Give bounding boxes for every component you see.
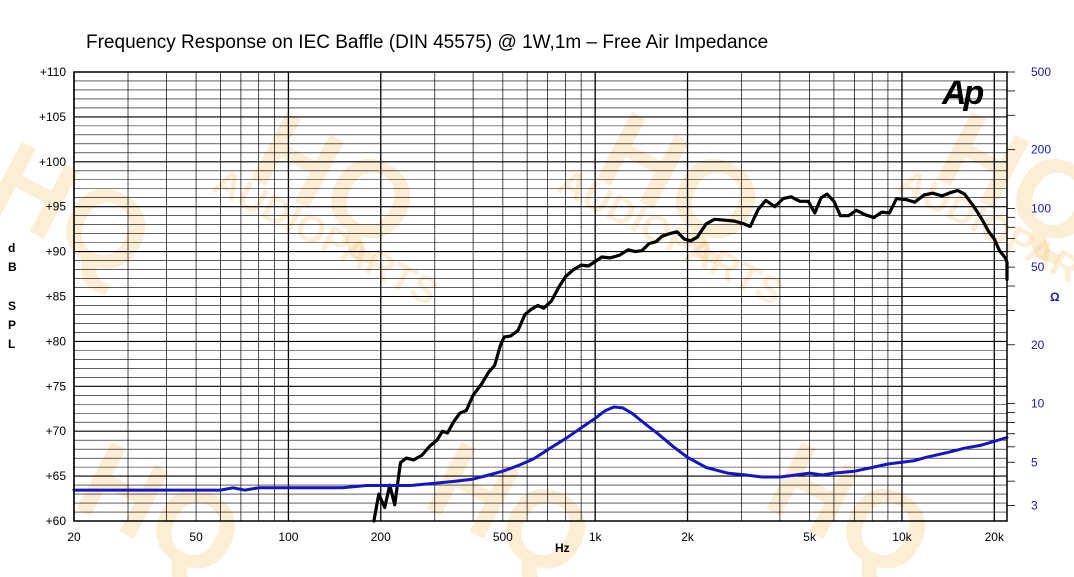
impedance-series-line bbox=[72, 405, 1009, 492]
y-axis-left-ticks: +110 +105 +100 +95 +90 +85 +80 +75 +70 +65 +60 bbox=[39, 65, 66, 528]
x-tick-label: 1k bbox=[589, 530, 603, 544]
x-tick-label: 50 bbox=[189, 530, 203, 544]
y-axis-right-ticks: 500 200 100 50 20 10 5 3 bbox=[1031, 65, 1051, 513]
x-tick-label: 10k bbox=[892, 530, 912, 544]
x-axis-ticks: 20 50 100 200 500 1k 2k 5k 10k 20k bbox=[67, 530, 1005, 544]
y-left-tick-label: +75 bbox=[46, 379, 67, 393]
y-left-tick-label: +60 bbox=[46, 514, 67, 528]
x-tick-label: 20k bbox=[985, 530, 1005, 544]
x-tick-label: 2k bbox=[681, 530, 695, 544]
y-axis-left-label-char: d bbox=[8, 241, 15, 255]
x-tick-label: 100 bbox=[278, 530, 298, 544]
y-right-tick-label: 5 bbox=[1031, 455, 1038, 469]
ap-logo: Ap bbox=[941, 74, 984, 112]
y-right-tick-label: 500 bbox=[1031, 65, 1051, 79]
y-axis-left-label-char: B bbox=[8, 260, 17, 274]
y-left-tick-label: +65 bbox=[46, 469, 67, 483]
y-right-tick-label: 50 bbox=[1031, 260, 1045, 274]
y-axis-right-label: Ω bbox=[1050, 290, 1060, 304]
y-right-tick-label: 3 bbox=[1031, 499, 1038, 513]
y-right-tick-label: 200 bbox=[1031, 143, 1051, 157]
y-left-tick-label: +105 bbox=[39, 110, 66, 124]
y-left-tick-label: +95 bbox=[46, 200, 67, 214]
chart-title: Frequency Response on IEC Baffle (DIN 45… bbox=[86, 32, 768, 53]
y-axis-left-label-char: S bbox=[8, 299, 16, 313]
chart-series bbox=[72, 188, 1009, 523]
spl-series-line bbox=[372, 188, 1009, 523]
plot-frame bbox=[73, 71, 1008, 522]
y-right-tick-label: 100 bbox=[1031, 201, 1051, 215]
y-axis-left-label: d B S P L bbox=[8, 241, 17, 351]
y-right-tick-label: 20 bbox=[1031, 338, 1045, 352]
y-left-tick-label: +110 bbox=[40, 65, 66, 79]
y-axis-left-label-char: L bbox=[8, 337, 15, 351]
y-left-tick-label: +85 bbox=[46, 290, 67, 304]
x-axis-label: Hz bbox=[555, 541, 570, 555]
y-right-tick-label: 10 bbox=[1031, 397, 1045, 411]
x-tick-label: 200 bbox=[371, 530, 391, 544]
y-left-tick-label: +80 bbox=[46, 334, 67, 348]
y-left-tick-label: +100 bbox=[39, 155, 66, 169]
y-left-tick-label: +70 bbox=[46, 424, 67, 438]
y-left-tick-label: +90 bbox=[46, 245, 67, 259]
x-tick-label: 20 bbox=[67, 530, 81, 544]
x-tick-label: 500 bbox=[493, 530, 513, 544]
x-tick-label: 5k bbox=[803, 530, 817, 544]
y-axis-left-label-char: P bbox=[8, 318, 16, 332]
